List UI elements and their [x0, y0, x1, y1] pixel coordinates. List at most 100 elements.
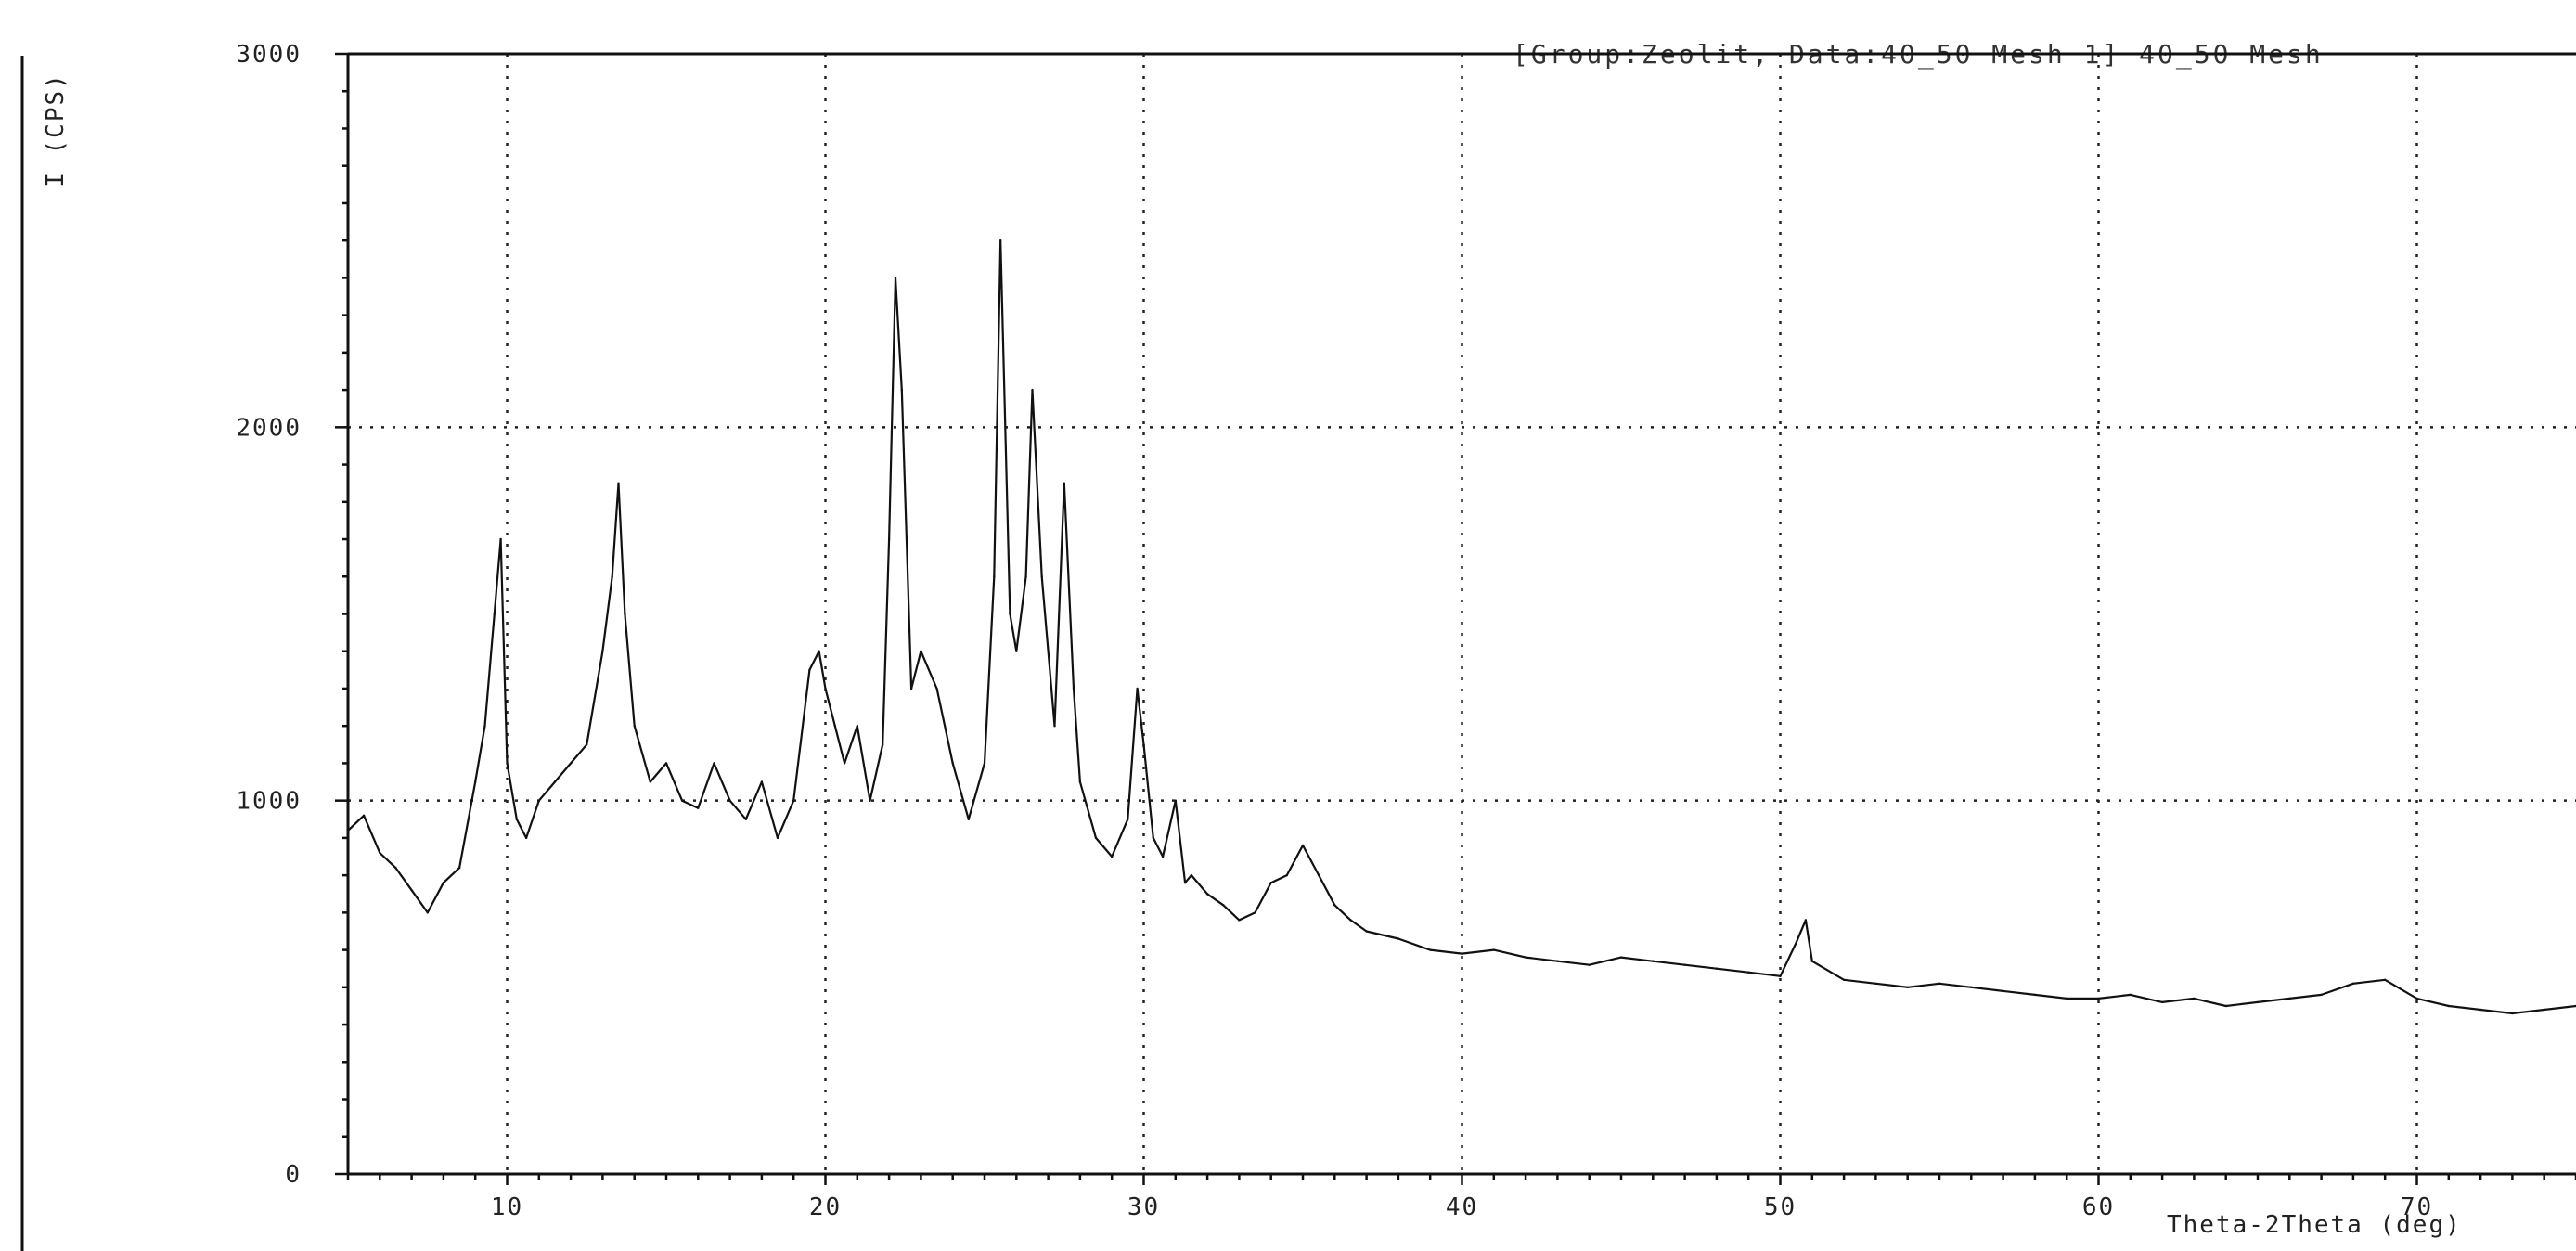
data-point: [483, 725, 486, 728]
y-tick-label: 2000: [236, 414, 302, 442]
data-point: [856, 725, 858, 728]
data-point: [611, 575, 613, 578]
data-point: [808, 668, 811, 672]
data-point: [2479, 1008, 2482, 1012]
data-point: [499, 537, 502, 541]
data-point: [1556, 960, 1559, 962]
data-point: [1031, 388, 1034, 392]
data-point: [1136, 687, 1139, 690]
data-point: [537, 799, 540, 802]
data-point: [2320, 993, 2323, 997]
data-point: [1301, 844, 1305, 847]
x-tick-label: 70: [2401, 1193, 2433, 1221]
data-point: [442, 882, 445, 884]
y-tick-label: 1000: [236, 788, 302, 816]
data-point: [833, 725, 836, 728]
data-point: [493, 613, 496, 615]
data-point: [882, 743, 884, 746]
data-point: [728, 799, 731, 802]
series-layer: [346, 239, 2576, 1015]
data-point: [697, 806, 700, 809]
data-point: [506, 762, 509, 765]
data-point: [1810, 960, 1814, 962]
x-tick-label: 60: [2082, 1193, 2115, 1221]
data-point: [1190, 873, 1193, 877]
data-point: [1222, 904, 1225, 907]
data-point: [1254, 911, 1256, 914]
data-point: [1333, 904, 1336, 907]
data-point: [1161, 855, 1165, 858]
data-point: [2511, 1012, 2514, 1015]
data-point: [515, 818, 518, 820]
data-point: [1779, 974, 1782, 978]
data-point: [1652, 960, 1655, 962]
data-point: [2447, 1004, 2450, 1008]
data-point: [792, 799, 795, 802]
data-point: [457, 866, 461, 870]
data-point: [586, 743, 588, 746]
data-point: [1174, 799, 1178, 802]
data-point: [2415, 997, 2418, 1000]
data-point: [2256, 1000, 2260, 1004]
data-point: [2543, 1008, 2545, 1012]
data-point: [1683, 963, 1686, 966]
data-point: [1285, 873, 1289, 877]
data-point: [920, 650, 922, 652]
data-point: [1906, 986, 1909, 989]
data-point: [2384, 978, 2387, 982]
data-point: [346, 829, 350, 832]
data-point: [1492, 948, 1496, 951]
data-point: [394, 866, 397, 870]
y-tick-label: 0: [285, 1161, 302, 1189]
data-point: [993, 575, 996, 578]
data-point: [900, 388, 903, 392]
x-tick-label: 50: [1764, 1193, 1797, 1221]
data-point: [1053, 725, 1056, 728]
data-point: [553, 780, 557, 783]
data-point: [1619, 956, 1623, 959]
x-tick-label: 10: [491, 1193, 523, 1221]
x-tick-label: 30: [1127, 1193, 1160, 1221]
y-axis-title: I (CPS): [42, 72, 70, 187]
data-point: [1072, 687, 1075, 690]
data-point: [1205, 893, 1209, 896]
data-point: [1111, 855, 1114, 858]
data-point: [2097, 997, 2100, 1000]
data-point: [1142, 743, 1145, 746]
data-point: [909, 687, 913, 690]
data-point: [1183, 882, 1187, 884]
data-point: [680, 799, 684, 802]
data-point: [1078, 780, 1082, 783]
axis-ticks: 10 20 30 40 50 60 70 0 1000 2000 3000: [236, 41, 2576, 1221]
data-point: [2193, 997, 2196, 1000]
data-point: [1429, 948, 1432, 951]
data-point: [524, 836, 528, 840]
data-point: [1842, 978, 1846, 982]
data-point: [1040, 575, 1043, 578]
data-point: [1015, 650, 1018, 652]
data-point: [1715, 967, 1719, 970]
data-point: [1747, 971, 1750, 974]
data-point: [2351, 982, 2355, 986]
data-point: [2160, 1000, 2164, 1004]
grid-lines: [348, 54, 2576, 1174]
data-point: [633, 725, 636, 728]
data-point: [601, 650, 604, 652]
data-point: [1009, 613, 1011, 615]
data-point: [1269, 882, 1272, 884]
data-point: [983, 762, 986, 765]
data-point: [474, 780, 477, 783]
data-point: [1874, 982, 1877, 986]
data-point: [1152, 836, 1155, 840]
data-point: [379, 851, 381, 855]
data-point: [999, 239, 1002, 242]
data-point: [1804, 919, 1808, 922]
data-point: [843, 762, 846, 765]
x-tick-label: 40: [1446, 1193, 1478, 1221]
data-point: [1318, 873, 1320, 877]
data-point: [760, 780, 764, 783]
data-point: [664, 762, 668, 765]
data-point: [824, 687, 827, 690]
data-point: [1238, 919, 1241, 922]
